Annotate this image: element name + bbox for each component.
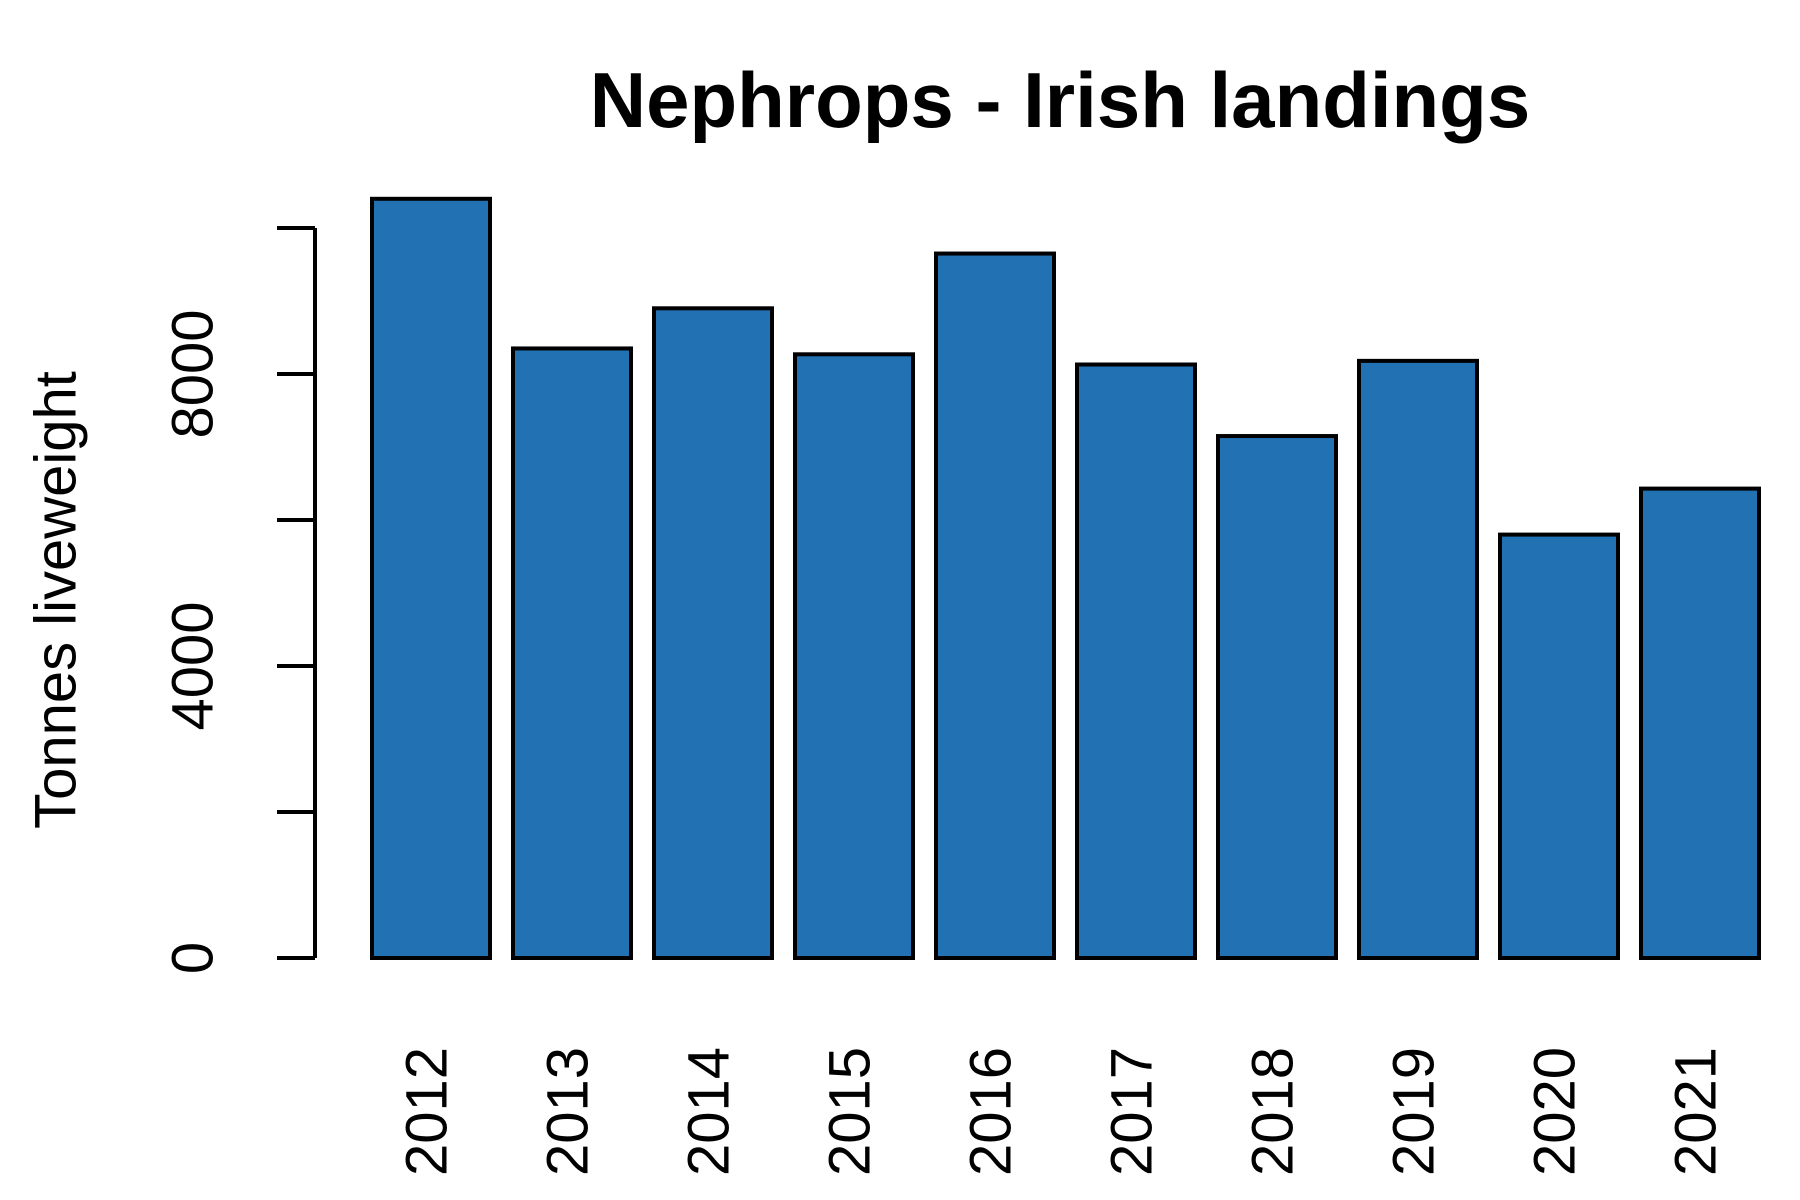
x-tick-label: 2012 <box>394 1047 459 1176</box>
y-tick-label: 4000 <box>160 601 225 730</box>
x-tick-label: 2013 <box>535 1047 600 1176</box>
bars <box>370 196 1761 961</box>
bar-2021 <box>1639 486 1761 960</box>
x-tick-label: 2016 <box>958 1047 1023 1176</box>
y-tick-label: 8000 <box>160 309 225 438</box>
bar-2018 <box>1216 434 1338 960</box>
x-tick-label: 2015 <box>817 1047 882 1176</box>
y-axis-label: Tonnes liveweight <box>23 371 88 829</box>
bar-2015 <box>793 352 915 961</box>
x-tick-label: 2017 <box>1099 1047 1164 1176</box>
x-tick-label: 2014 <box>676 1047 741 1176</box>
x-tick-label: 2018 <box>1240 1047 1305 1176</box>
bar-2014 <box>652 306 774 960</box>
y-tick-label: 0 <box>160 942 225 974</box>
bar-2017 <box>1075 362 1197 960</box>
bar-2016 <box>934 251 1056 961</box>
x-tick-label: 2019 <box>1381 1047 1446 1176</box>
chart-title: Nephrops - Irish landings <box>590 56 1530 144</box>
bar-2013 <box>511 346 633 960</box>
x-axis-labels: 2012 2013 2014 2015 2016 2017 2018 2019 2020 2021 <box>394 1047 1728 1176</box>
x-tick-label: 2020 <box>1522 1047 1587 1176</box>
bar-2012 <box>370 196 492 961</box>
bar-2020 <box>1498 532 1620 960</box>
bar-2019 <box>1357 358 1479 960</box>
x-tick-label: 2021 <box>1663 1047 1728 1176</box>
y-axis: 0 4000 8000 <box>160 226 317 974</box>
